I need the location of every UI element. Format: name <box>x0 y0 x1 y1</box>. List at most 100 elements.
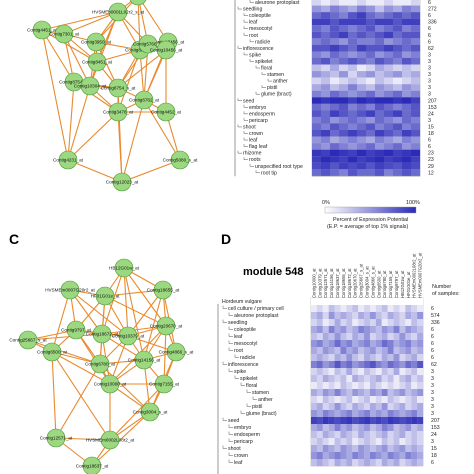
heatmap-b-cell <box>339 57 349 65</box>
heatmap-b-cell <box>375 31 385 39</box>
heatmap-d-cell <box>316 375 323 383</box>
heatmap-d-cell <box>393 417 400 425</box>
count-b: 153 <box>428 105 437 111</box>
heatmap-d-cell <box>393 298 400 306</box>
heatmap-b-cell <box>330 64 340 72</box>
network-c-node: Contig18655_at <box>147 280 180 300</box>
network-c-node-label: Contig18672_at <box>86 332 119 337</box>
count-b: 15 <box>428 124 434 130</box>
number-of-samples-1: Number <box>432 284 451 290</box>
tree-d-branch <box>228 326 233 330</box>
network-a-edge <box>67 85 91 161</box>
heatmap-d-cell <box>322 382 329 390</box>
heatmap-b-cell <box>393 44 403 52</box>
network-c-node-circle <box>92 324 112 344</box>
heatmap-b-cell <box>339 162 349 170</box>
network-c-node-label: HB12G01w_at <box>109 266 140 271</box>
tree-d-branch <box>234 354 239 358</box>
heatmap-b-cell <box>384 5 394 13</box>
heatmap-d-cell <box>364 319 371 327</box>
heatmap-d-cell <box>358 319 365 327</box>
heatmap-b-cell <box>411 0 421 6</box>
heatmap-d-cell <box>358 459 365 467</box>
heatmap-d-cell <box>411 319 418 327</box>
heatmap-b-cell <box>411 25 421 32</box>
tree-d-branch <box>234 375 239 379</box>
heatmap-b-cell <box>411 130 421 137</box>
heatmap-d-cell <box>316 417 323 425</box>
heatmap-d-cell <box>375 452 382 460</box>
heatmap-b-cell <box>312 18 322 26</box>
heatmap-b-cell <box>348 156 358 163</box>
network-c-node: Contig10379_at <box>112 326 145 346</box>
heatmap-b-cell <box>321 71 331 78</box>
heatmap-d-cell <box>387 445 394 453</box>
tree-d-label: inflorescence <box>228 362 259 368</box>
heatmap-d-cell <box>334 305 341 313</box>
heatmap-d-cell <box>393 340 400 348</box>
tree-d-label: seed <box>228 418 239 424</box>
heatmap-d-cell <box>399 333 406 341</box>
heatmap-d-cell <box>340 326 347 334</box>
heatmap-b-cell <box>312 38 322 45</box>
tree-d-branch <box>240 382 245 386</box>
heatmap-d-cell <box>340 424 347 432</box>
heatmap-d-cell <box>411 361 418 369</box>
heatmap-d-cell <box>316 340 323 348</box>
tree-b-branch <box>249 0 254 3</box>
heatmap-b-cell <box>366 77 376 85</box>
tree-d-label: embryo <box>234 425 251 431</box>
heatmap-b-cell <box>384 51 394 59</box>
heatmap-b-cell <box>321 51 331 59</box>
count-b: 6 <box>428 0 431 6</box>
heatmap-b-cell <box>375 51 385 59</box>
heatmap-b-cell <box>330 130 340 137</box>
count-b: 336 <box>428 20 437 26</box>
heatmap-d-cell <box>311 459 317 467</box>
network-c-node: HF01G01e_at <box>91 286 120 306</box>
network-c-edge <box>123 267 129 337</box>
heatmap-b-cell <box>402 97 412 104</box>
tree-b-branch <box>243 111 248 115</box>
heatmap-b-cell <box>411 51 421 59</box>
heatmap-d-cell <box>399 340 406 348</box>
network-c-node: Contig18637_at <box>76 456 109 474</box>
heatmap-d <box>310 297 424 467</box>
count-b: 6 <box>428 13 431 19</box>
count-d: 3 <box>431 404 434 410</box>
network-a-node-label: Contig3950_at <box>81 40 112 45</box>
network-a-node-circle <box>87 52 107 72</box>
panel-b: aleurone protoplastseedlingcoleoptilelea… <box>234 0 437 230</box>
heatmap-d-cell <box>352 452 359 460</box>
heatmap-d-cell <box>411 452 418 460</box>
tree-b-label: roots <box>249 157 261 163</box>
heatmap-b-cell <box>402 64 412 72</box>
heatmap-b-cell <box>339 5 349 13</box>
heatmap-d-cell <box>393 459 400 467</box>
count-d: 24 <box>431 432 437 438</box>
heatmap-d-cell <box>411 410 418 418</box>
heatmap-b-cell <box>357 57 367 65</box>
heatmap-d-cell <box>334 459 341 467</box>
heatmap-d-cell <box>328 410 335 418</box>
heatmap-d-cell <box>381 340 388 348</box>
heatmap-b-cell <box>330 136 340 144</box>
tree-b-branch <box>243 32 248 36</box>
heatmap-d-cell <box>381 403 388 411</box>
heatmap-d-cell <box>311 312 317 320</box>
network-a-node-label: HVSMEb0001L02r2_s_at <box>92 10 145 15</box>
heatmap-d-cell <box>387 340 394 348</box>
column-label-d: HF01G01e_at <box>406 271 411 298</box>
heatmap-d-cell <box>346 431 353 439</box>
heatmap-b-cell <box>393 110 403 117</box>
network-c-node: Contig7155_at <box>149 374 180 394</box>
number-of-samples-2: of samples: <box>432 291 460 297</box>
count-b: 3 <box>428 66 431 72</box>
heatmap-d-cell <box>322 305 329 313</box>
heatmap-d-cell <box>375 298 382 306</box>
heatmap-b-cell <box>348 149 358 157</box>
tree-b-branch <box>249 58 254 62</box>
heatmap-d-cell <box>364 417 371 425</box>
heatmap-b-cell <box>321 77 331 85</box>
heatmap-d-cell <box>387 347 394 355</box>
